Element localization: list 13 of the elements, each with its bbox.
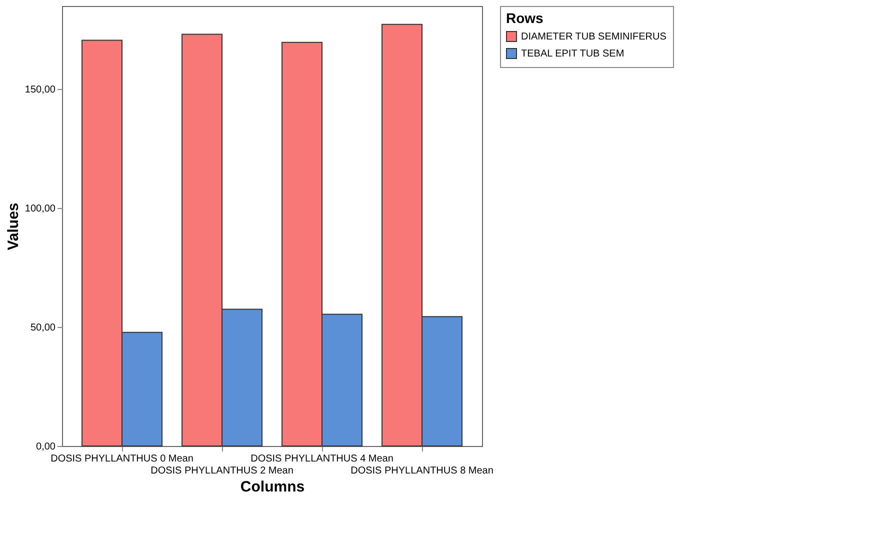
legend-title: Rows (506, 10, 544, 26)
x-tick-label: DOSIS PHYLLANTHUS 4 Mean (250, 454, 394, 464)
legend-label: TEBAL EPIT TUB SEM (521, 48, 624, 60)
x-tick-label: DOSIS PHYLLANTHUS 8 Mean (350, 466, 494, 476)
y-tick-label: 100,00 (24, 204, 56, 215)
legend-label: DIAMETER TUB SEMINIFERUS (521, 32, 667, 42)
y-tick-label: 0,00 (36, 442, 56, 452)
y-tick-label: 150,00 (24, 84, 56, 96)
x-tick-label: DOSIS PHYLLANTHUS 0 Mean (50, 454, 194, 464)
y-tick-label: 50,00 (30, 322, 56, 334)
y-axis-title: Values (4, 202, 22, 250)
x-tick-label: DOSIS PHYLLANTHUS 2 Mean (150, 466, 294, 476)
x-axis-title: Columns (240, 478, 305, 496)
